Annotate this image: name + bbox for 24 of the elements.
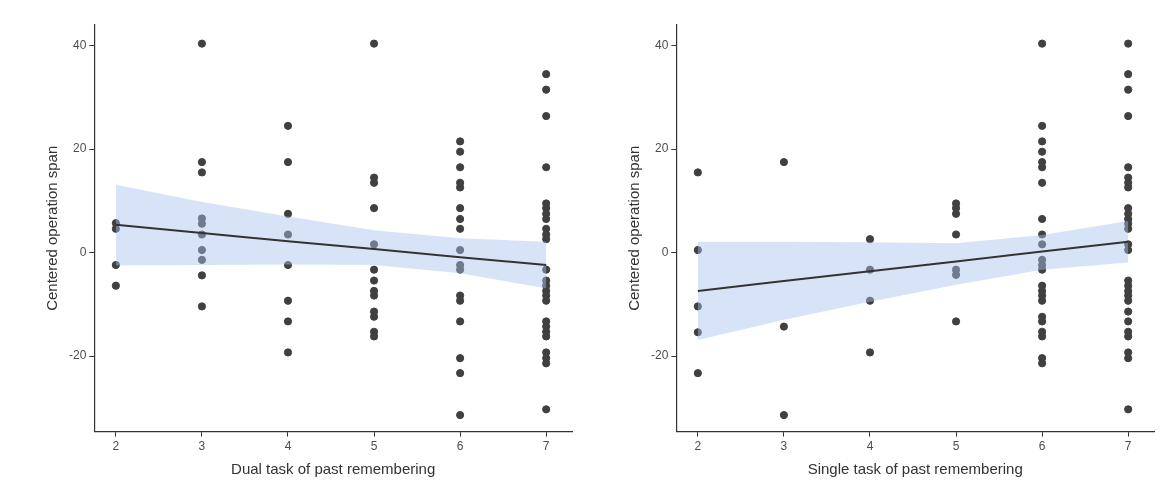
- x-tick-label: 2: [112, 439, 120, 454]
- x-tick-label: 3: [780, 439, 788, 454]
- x-axis-title: Single task of past remembering: [807, 460, 1023, 478]
- x-tick-label: 5: [952, 439, 960, 454]
- y-tick-label: -20: [69, 348, 87, 363]
- y-axis-title: Centered operation span: [43, 145, 61, 311]
- x-tick-label: 2: [694, 439, 702, 454]
- y-tick-label: 40: [72, 38, 87, 52]
- y-tick-label: 0: [661, 244, 669, 259]
- x-tick-label: 6: [1038, 439, 1046, 454]
- x-tick-label: 5: [370, 439, 378, 454]
- y-axis-title: Centered operation span: [625, 145, 643, 311]
- x-tick-label: 3: [198, 439, 206, 454]
- x-tick-label: 6: [456, 439, 464, 454]
- x-tick-label: 4: [284, 439, 292, 454]
- y-tick-label: 20: [72, 141, 87, 156]
- y-tick-label: 0: [79, 244, 87, 259]
- x-axis-title: Dual task of past remembering: [231, 460, 436, 478]
- y-tick-label: -20: [651, 348, 669, 363]
- x-tick-label: 4: [866, 439, 874, 454]
- x-tick-label: 7: [542, 439, 550, 454]
- x-tick-label: 7: [1124, 439, 1132, 454]
- y-tick-label: 40: [654, 38, 669, 52]
- y-tick-label: 20: [654, 141, 669, 156]
